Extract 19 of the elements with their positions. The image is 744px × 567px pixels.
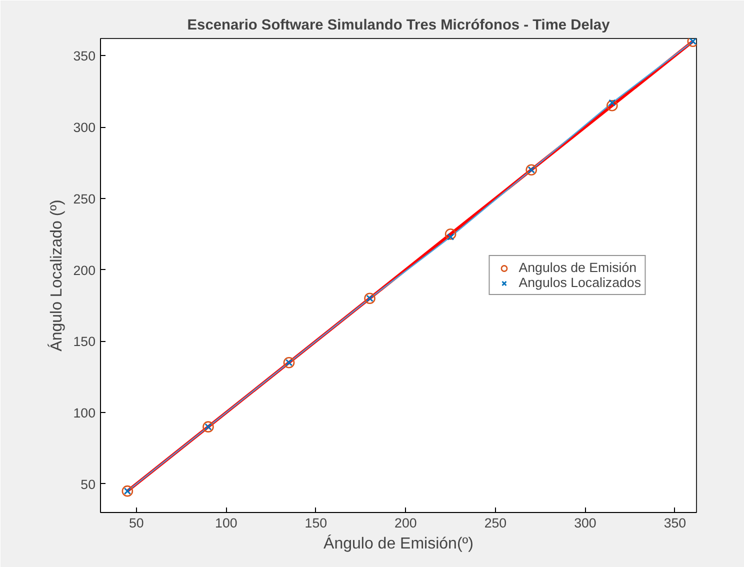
x-tick-label: 250 bbox=[484, 516, 507, 530]
y-axis-title: Ángulo Localizado (º) bbox=[47, 200, 66, 352]
x-tick-label: 300 bbox=[574, 516, 596, 530]
y-tick-label: 200 bbox=[73, 262, 96, 278]
y-tick-label: 250 bbox=[73, 191, 96, 206]
x-tick-label: 50 bbox=[128, 516, 144, 530]
y-tick-label: 350 bbox=[73, 48, 96, 64]
x-axis-title: Ángulo de Emisión(º) bbox=[324, 534, 474, 552]
chart-title: Escenario Software Simulando Tres Micrófonos - Time Delay bbox=[187, 18, 611, 34]
y-tick-label: 50 bbox=[80, 476, 96, 492]
x-tick-label: 200 bbox=[394, 516, 417, 530]
y-tick-label: 100 bbox=[73, 406, 96, 421]
x-tick-label: 350 bbox=[664, 516, 686, 530]
legend-label: Angulos de Emisión bbox=[518, 260, 637, 275]
x-tick-label: 150 bbox=[304, 516, 328, 530]
legend-label: Angulos Localizados bbox=[518, 275, 641, 290]
y-tick-label: 300 bbox=[73, 120, 96, 136]
x-tick-label: 100 bbox=[215, 516, 238, 530]
y-tick-label: 150 bbox=[73, 334, 96, 350]
